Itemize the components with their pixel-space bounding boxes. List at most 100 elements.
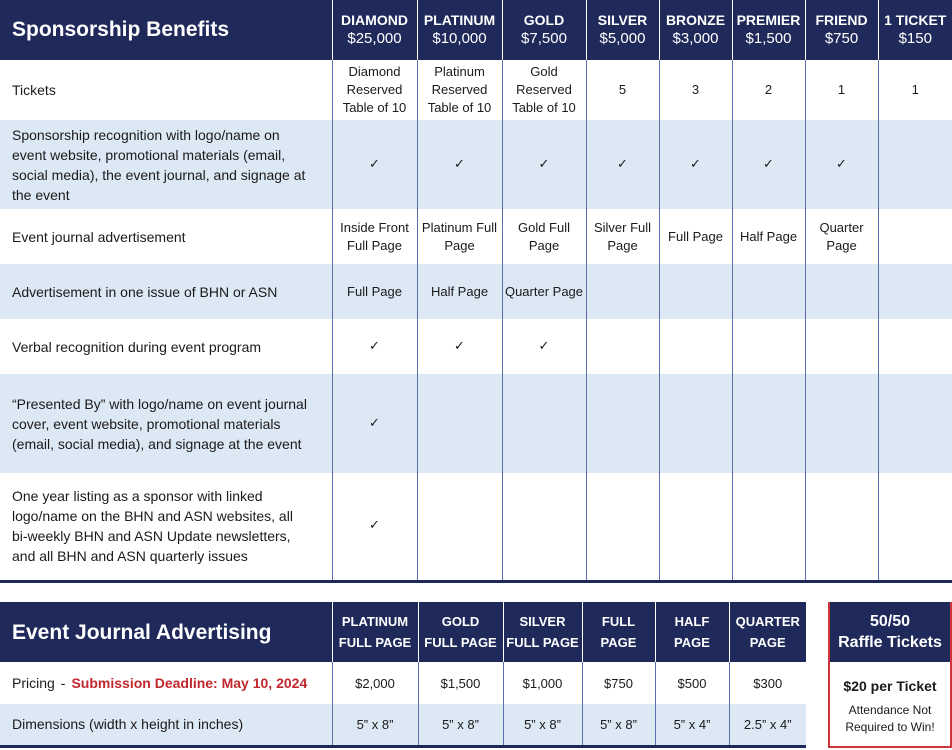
tier-header-one-ticket: 1 TICKET $150 xyxy=(878,0,952,60)
raffle-header: 50/50 Raffle Tickets xyxy=(830,602,950,662)
benefit-cell xyxy=(586,473,660,583)
ad-header-full-page: FULL PAGE xyxy=(582,602,656,662)
check-icon: ✓ xyxy=(332,374,418,473)
benefit-cell xyxy=(417,473,503,583)
check-icon: ✓ xyxy=(659,120,733,209)
benefit-cell xyxy=(659,264,733,319)
benefit-cell xyxy=(805,319,879,374)
tier-header-platinum: PLATINUM $10,000 xyxy=(417,0,503,60)
check-icon: ✓ xyxy=(732,120,806,209)
submission-deadline: Submission Deadline: May 10, 2024 xyxy=(71,675,308,691)
benefit-cell xyxy=(878,209,952,264)
benefit-cell: 1 xyxy=(911,82,919,97)
price-cell: $300 xyxy=(753,675,783,691)
benefit-row-bhn-asn-ad: Advertisement in one issue of BHN or ASN… xyxy=(0,264,952,319)
tier-header-friend: FRIEND $750 xyxy=(805,0,879,60)
check-icon: ✓ xyxy=(332,120,418,209)
benefit-label: Sponsorship recognition with logo/name o… xyxy=(0,120,333,209)
sponsorship-benefits-table: Sponsorship Benefits DIAMOND $25,000 PLAT… xyxy=(0,0,952,583)
ad-header-line: PAGE xyxy=(600,635,637,650)
benefit-cell xyxy=(878,319,952,374)
benefit-cell xyxy=(732,264,806,319)
ad-header-line: PLATINUM xyxy=(341,614,409,629)
check-icon: ✓ xyxy=(586,120,660,209)
benefit-label: Event journal advertisement xyxy=(0,209,333,264)
benefit-cell xyxy=(878,473,952,583)
check-icon: ✓ xyxy=(417,319,503,374)
ad-header-platinum-full-page: PLATINUM FULL PAGE xyxy=(332,602,419,662)
benefit-cell xyxy=(805,264,879,319)
tier-name: SILVER xyxy=(597,12,648,28)
benefit-cell xyxy=(586,264,660,319)
benefit-cell xyxy=(878,374,952,473)
check-icon: ✓ xyxy=(502,120,587,209)
price-cell: $750 xyxy=(582,662,656,704)
tier-price: $750 xyxy=(824,30,859,47)
benefit-label: “Presented By” with logo/name on event j… xyxy=(0,374,333,473)
benefit-cell xyxy=(586,374,660,473)
benefit-label: One year listing as a sponsor with linke… xyxy=(0,473,333,583)
benefit-cell: 2 xyxy=(732,60,806,120)
ad-header-line: FULL PAGE xyxy=(506,635,579,650)
benefit-cell xyxy=(732,473,806,583)
raffle-note-line: Attendance Not xyxy=(848,703,932,717)
advertising-title: Event Journal Advertising xyxy=(0,602,333,662)
benefit-cell xyxy=(502,473,587,583)
price-cell: $2,000 xyxy=(332,662,419,704)
raffle-title-line: 50/50 xyxy=(869,613,911,630)
ad-header-line: QUARTER xyxy=(735,614,800,629)
ad-header-half-page: HALF PAGE xyxy=(655,602,730,662)
check-icon: ✓ xyxy=(805,120,879,209)
benefit-cell: 1 xyxy=(805,60,879,120)
benefit-label: Verbal recognition during event program xyxy=(0,319,333,374)
benefit-row-tickets: Tickets Diamond Reserved Table of 10 Pla… xyxy=(0,60,952,120)
ad-header-line: PAGE xyxy=(674,635,710,650)
tier-header-gold: GOLD $7,500 xyxy=(502,0,587,60)
tier-header-diamond: DIAMOND $25,000 xyxy=(332,0,418,60)
tier-name: 1 TICKET xyxy=(884,12,947,28)
benefit-cell: Half Page xyxy=(732,209,806,264)
benefit-row-recognition: Sponsorship recognition with logo/name o… xyxy=(0,120,952,209)
advertising-header-row: Event Journal Advertising PLATINUM FULL P… xyxy=(0,602,806,662)
dimension-cell: 5” x 8” xyxy=(582,704,656,748)
check-icon: ✓ xyxy=(332,319,418,374)
benefit-row-verbal-recognition: Verbal recognition during event program … xyxy=(0,319,952,374)
check-icon: ✓ xyxy=(502,319,587,374)
event-journal-advertising-table: Event Journal Advertising PLATINUM FULL P… xyxy=(0,602,806,748)
dimension-cell: 5” x 4” xyxy=(655,704,730,748)
benefit-cell: Inside Front Full Page xyxy=(332,209,418,264)
benefit-cell: Platinum Reserved Table of 10 xyxy=(417,60,503,120)
benefit-cell xyxy=(805,473,879,583)
benefit-cell: Silver Full Page xyxy=(586,209,660,264)
benefit-cell: Half Page xyxy=(417,264,503,319)
benefit-cell: 3 xyxy=(659,60,733,120)
dimension-cell: 5” x 8” xyxy=(332,704,419,748)
raffle-note-line: Required to Win! xyxy=(845,720,935,734)
benefit-cell xyxy=(878,120,952,209)
benefit-cell xyxy=(659,319,733,374)
tier-name: BRONZE xyxy=(665,12,726,28)
ad-header-line: FULL PAGE xyxy=(424,635,497,650)
check-icon: ✓ xyxy=(417,120,503,209)
benefit-cell: 5 xyxy=(586,60,660,120)
pricing-row: Pricing - Submission Deadline: May 10, 202… xyxy=(0,662,806,704)
raffle-title-line: Raffle Tickets xyxy=(838,634,942,651)
benefit-cell xyxy=(659,473,733,583)
dimension-cell: 2.5” x 4” xyxy=(729,704,806,748)
pricing-separator: - xyxy=(60,675,66,691)
dimensions-label: Dimensions (width x height in inches) xyxy=(0,704,333,748)
raffle-box: 50/50 Raffle Tickets $20 per Ticket Atte… xyxy=(828,602,952,748)
benefit-row-one-year-listing: One year listing as a sponsor with linke… xyxy=(0,473,952,583)
price-cell: $1,000 xyxy=(503,662,583,704)
dimension-cell: 5” x 8” xyxy=(418,704,504,748)
benefit-cell xyxy=(659,374,733,473)
benefit-cell xyxy=(732,374,806,473)
ad-header-silver-full-page: SILVER FULL PAGE xyxy=(503,602,583,662)
benefit-row-journal-ad: Event journal advertisement Inside Front… xyxy=(0,209,952,264)
benefit-cell xyxy=(878,264,952,319)
raffle-note: Attendance Not Required to Win! xyxy=(830,702,950,736)
tier-header-silver: SILVER $5,000 xyxy=(586,0,660,60)
benefit-cell xyxy=(586,319,660,374)
dimensions-row: Dimensions (width x height in inches) 5”… xyxy=(0,704,806,748)
benefits-header-row: Sponsorship Benefits DIAMOND $25,000 PLAT… xyxy=(0,0,952,60)
